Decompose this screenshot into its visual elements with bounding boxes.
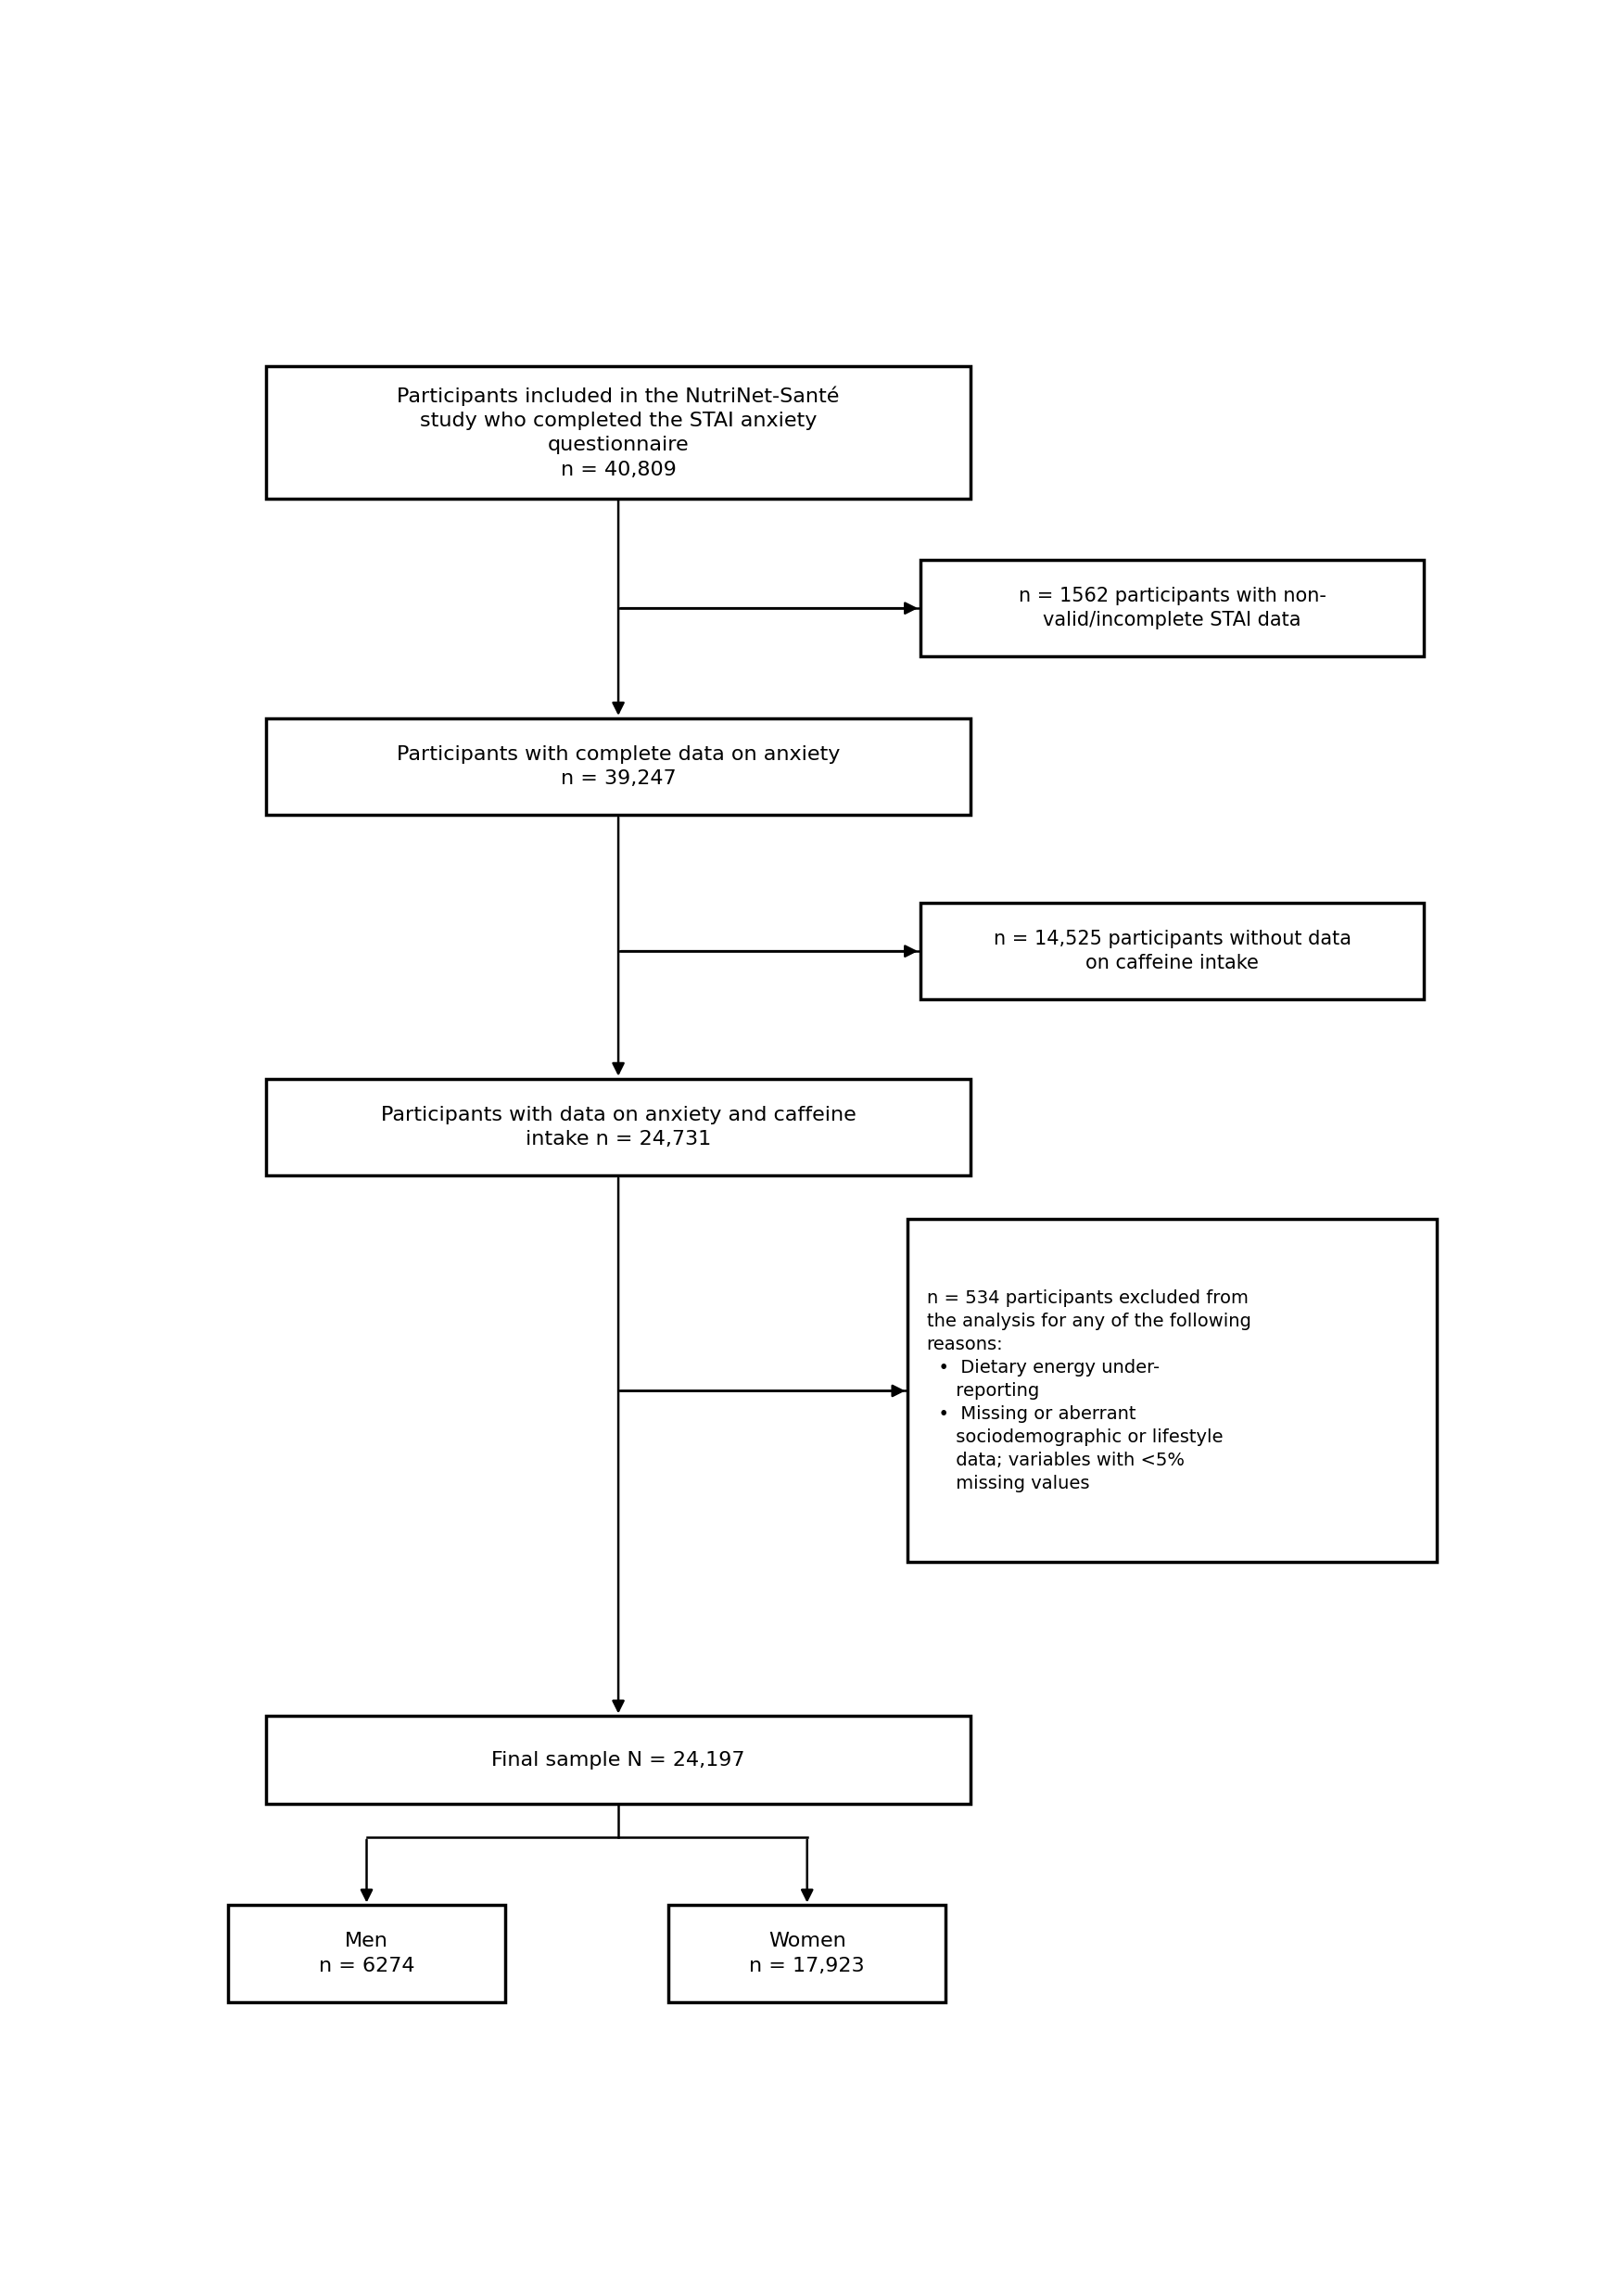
Text: n = 14,525 participants without data
on caffeine intake: n = 14,525 participants without data on … [994,930,1351,973]
Text: Men
n = 6274: Men n = 6274 [318,1932,414,1976]
FancyBboxPatch shape [266,717,971,815]
Text: n = 1562 participants with non-
valid/incomplete STAI data: n = 1562 participants with non- valid/in… [1018,587,1325,630]
FancyBboxPatch shape [227,1905,505,2003]
Text: Women
n = 17,923: Women n = 17,923 [749,1932,866,1976]
FancyBboxPatch shape [669,1905,945,2003]
Text: Final sample N = 24,197: Final sample N = 24,197 [492,1752,745,1770]
Text: n = 534 participants excluded from
the analysis for any of the following
reasons: n = 534 participants excluded from the a… [927,1290,1250,1491]
Text: Participants with complete data on anxiety
n = 39,247: Participants with complete data on anxie… [396,745,840,788]
FancyBboxPatch shape [921,560,1424,656]
Text: Participants with data on anxiety and caffeine
intake n = 24,731: Participants with data on anxiety and ca… [380,1105,856,1149]
FancyBboxPatch shape [266,1715,971,1804]
FancyBboxPatch shape [266,365,971,498]
FancyBboxPatch shape [921,902,1424,1000]
FancyBboxPatch shape [908,1220,1436,1562]
Text: Participants included in the NutriNet-Santé
study who completed the STAI anxiety: Participants included in the NutriNet-Sa… [398,386,840,480]
FancyBboxPatch shape [266,1078,971,1176]
